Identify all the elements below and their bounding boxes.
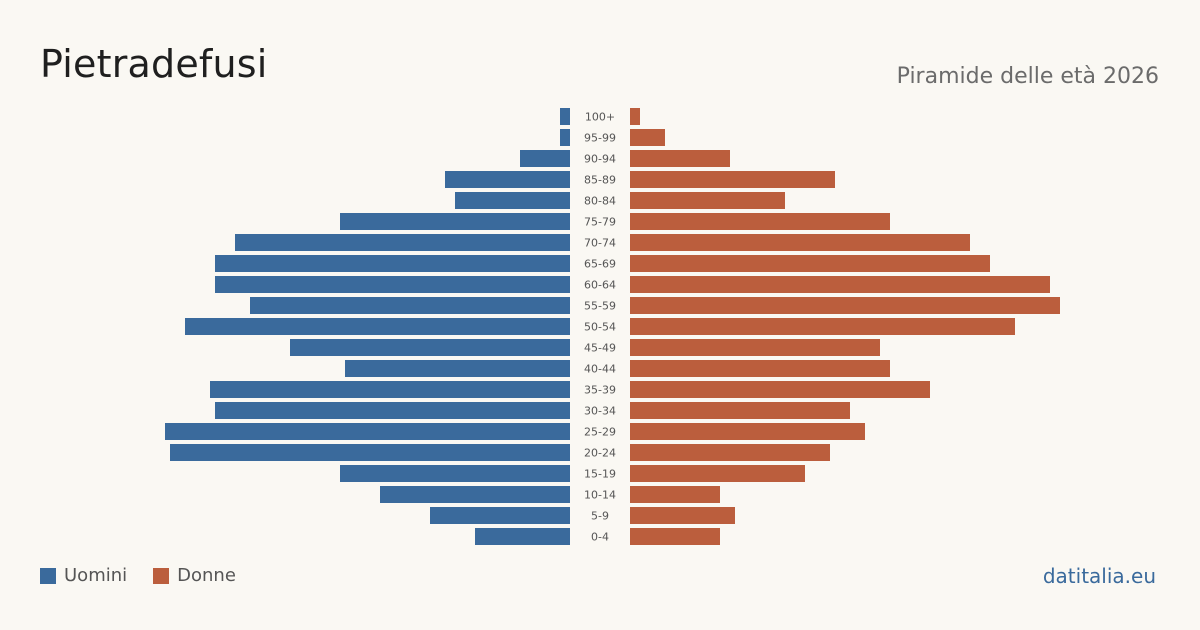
age-label-35-39: 35-39 bbox=[584, 384, 616, 397]
age-label-10-14: 10-14 bbox=[584, 489, 616, 502]
bar-donne-50-54 bbox=[630, 318, 1015, 335]
brand-link[interactable]: datitalia.eu bbox=[1042, 564, 1156, 588]
bar-uomini-10-14 bbox=[380, 486, 570, 503]
bar-uomini-100plus bbox=[560, 108, 570, 125]
bar-donne-20-24 bbox=[630, 444, 830, 461]
bar-donne-60-64 bbox=[630, 276, 1050, 293]
bar-donne-40-44 bbox=[630, 360, 890, 377]
age-label-70-74: 70-74 bbox=[584, 237, 616, 250]
chart-subtitle: Piramide delle età 2026 bbox=[896, 64, 1159, 89]
bar-donne-0-4 bbox=[630, 528, 720, 545]
bar-donne-10-14 bbox=[630, 486, 720, 503]
bar-donne-80-84 bbox=[630, 192, 785, 209]
bar-uomini-95-99 bbox=[560, 129, 570, 146]
bar-uomini-25-29 bbox=[165, 423, 570, 440]
bar-uomini-65-69 bbox=[215, 255, 570, 272]
age-label-60-64: 60-64 bbox=[584, 279, 616, 292]
legend-swatch-uomini bbox=[40, 567, 56, 584]
bar-donne-55-59 bbox=[630, 297, 1060, 314]
age-label-85-89: 85-89 bbox=[584, 174, 616, 187]
bar-uomini-20-24 bbox=[170, 444, 570, 461]
age-label-65-69: 65-69 bbox=[584, 258, 616, 271]
bar-donne-75-79 bbox=[630, 213, 890, 230]
bar-uomini-35-39 bbox=[210, 381, 570, 398]
bar-donne-65-69 bbox=[630, 255, 990, 272]
age-label-80-84: 80-84 bbox=[584, 195, 616, 208]
age-label-100plus: 100+ bbox=[585, 111, 615, 124]
age-label-20-24: 20-24 bbox=[584, 447, 616, 460]
bar-uomini-55-59 bbox=[250, 297, 570, 314]
age-label-75-79: 75-79 bbox=[584, 216, 616, 229]
age-label-50-54: 50-54 bbox=[584, 321, 616, 334]
age-label-45-49: 45-49 bbox=[584, 342, 616, 355]
bar-uomini-85-89 bbox=[445, 171, 570, 188]
age-label-15-19: 15-19 bbox=[584, 468, 616, 481]
age-label-55-59: 55-59 bbox=[584, 300, 616, 313]
legend-label-donne: Donne bbox=[177, 565, 236, 586]
bar-uomini-15-19 bbox=[340, 465, 570, 482]
bar-uomini-80-84 bbox=[455, 192, 570, 209]
age-label-5-9: 5-9 bbox=[591, 510, 609, 523]
legend-item-donne: Donne bbox=[153, 565, 236, 586]
age-label-30-34: 30-34 bbox=[584, 405, 616, 418]
bar-donne-85-89 bbox=[630, 171, 835, 188]
bar-uomini-50-54 bbox=[185, 318, 570, 335]
page-title: Pietradefusi bbox=[40, 42, 268, 86]
bar-uomini-90-94 bbox=[520, 150, 570, 167]
bar-uomini-45-49 bbox=[290, 339, 570, 356]
bar-uomini-5-9 bbox=[430, 507, 570, 524]
age-label-90-94: 90-94 bbox=[584, 153, 616, 166]
legend-item-uomini: Uomini bbox=[40, 565, 127, 586]
bar-uomini-75-79 bbox=[340, 213, 570, 230]
legend-label-uomini: Uomini bbox=[64, 565, 128, 586]
bar-uomini-30-34 bbox=[215, 402, 570, 419]
bar-donne-5-9 bbox=[630, 507, 735, 524]
bar-uomini-0-4 bbox=[475, 528, 570, 545]
bar-donne-15-19 bbox=[630, 465, 805, 482]
age-label-25-29: 25-29 bbox=[584, 426, 616, 439]
bar-uomini-70-74 bbox=[235, 234, 570, 251]
bar-donne-100plus bbox=[630, 108, 640, 125]
bar-uomini-40-44 bbox=[345, 360, 570, 377]
legend-swatch-donne bbox=[153, 567, 170, 584]
bar-donne-45-49 bbox=[630, 339, 880, 356]
bar-donne-90-94 bbox=[630, 150, 730, 167]
age-label-95-99: 95-99 bbox=[584, 132, 616, 145]
age-label-40-44: 40-44 bbox=[584, 363, 616, 376]
bar-donne-25-29 bbox=[630, 423, 865, 440]
bar-donne-70-74 bbox=[630, 234, 970, 251]
bar-donne-35-39 bbox=[630, 381, 930, 398]
legend: Uomini Donne bbox=[40, 565, 262, 586]
bar-donne-95-99 bbox=[630, 129, 665, 146]
bar-donne-30-34 bbox=[630, 402, 850, 419]
bar-uomini-60-64 bbox=[215, 276, 570, 293]
age-label-0-4: 0-4 bbox=[591, 531, 609, 544]
